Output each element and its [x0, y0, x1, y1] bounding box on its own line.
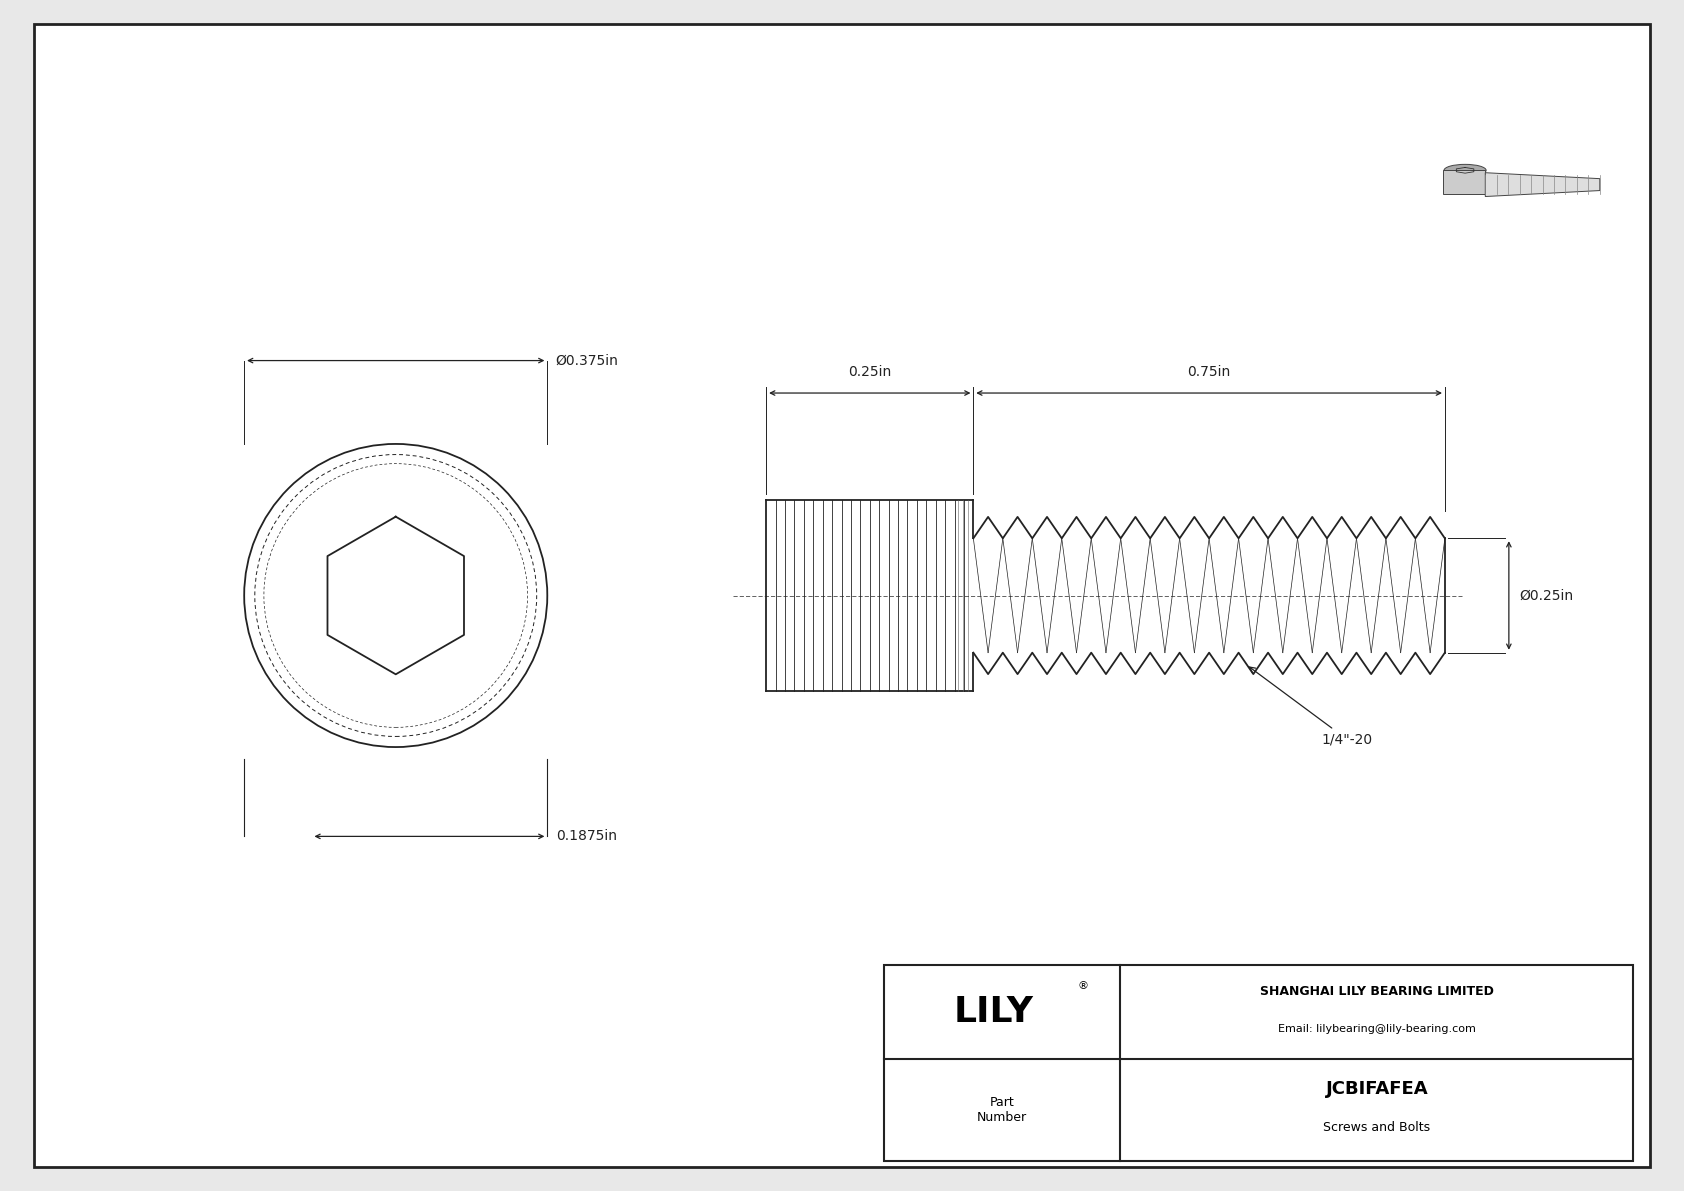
- Text: Email: lilybearing@lily-bearing.com: Email: lilybearing@lily-bearing.com: [1278, 1023, 1475, 1034]
- FancyBboxPatch shape: [34, 24, 1650, 1167]
- Text: JCBIFAFEA: JCBIFAFEA: [1325, 1080, 1428, 1098]
- Text: SHANGHAI LILY BEARING LIMITED: SHANGHAI LILY BEARING LIMITED: [1260, 985, 1494, 998]
- Text: 0.75in: 0.75in: [1187, 364, 1231, 379]
- Text: Screws and Bolts: Screws and Bolts: [1324, 1122, 1430, 1135]
- Text: ®: ®: [1078, 980, 1088, 991]
- Ellipse shape: [1443, 164, 1485, 176]
- Text: Part
Number: Part Number: [977, 1096, 1027, 1124]
- Text: 0.1875in: 0.1875in: [556, 829, 616, 843]
- Polygon shape: [1485, 173, 1600, 197]
- Text: 1/4"-20: 1/4"-20: [1250, 667, 1372, 747]
- Bar: [884, 965, 1633, 1161]
- Polygon shape: [1443, 170, 1485, 194]
- Text: Ø0.25in: Ø0.25in: [1519, 588, 1573, 603]
- Text: LILY: LILY: [953, 994, 1034, 1029]
- Text: Ø0.375in: Ø0.375in: [556, 354, 618, 368]
- Text: 0.25in: 0.25in: [849, 364, 891, 379]
